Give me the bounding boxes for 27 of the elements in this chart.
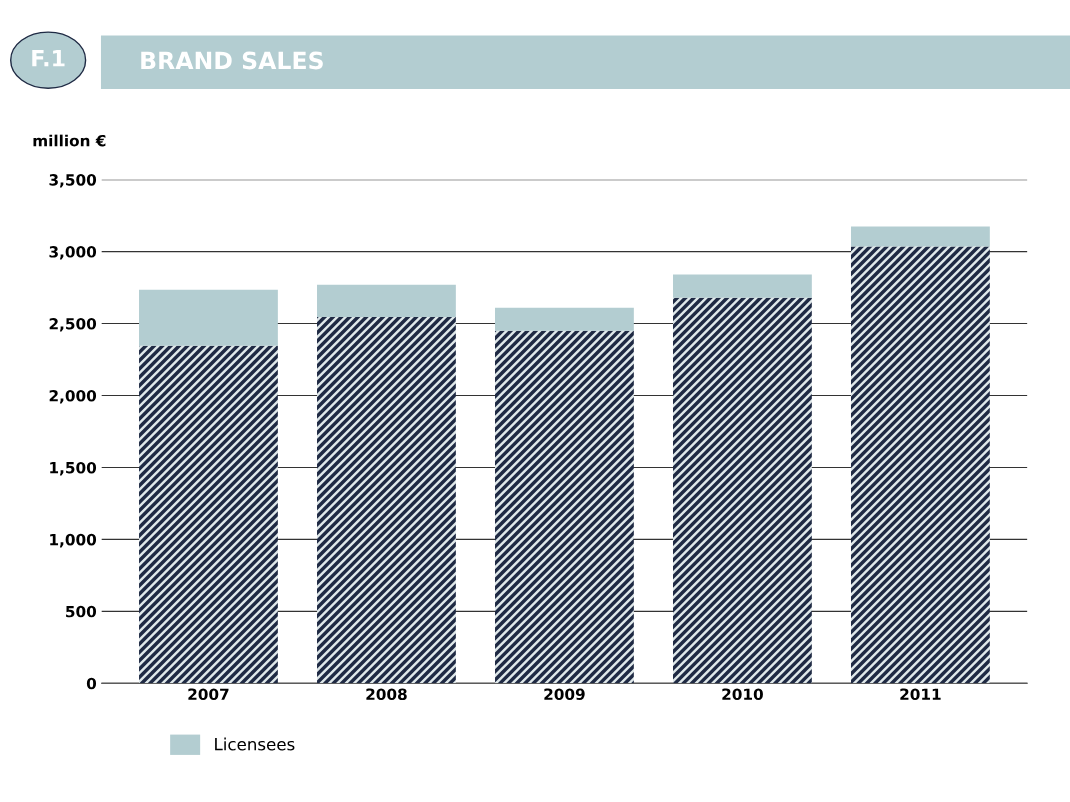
x-tick-label: 2009 xyxy=(544,688,585,700)
y-tick-label: 3,500 xyxy=(49,174,97,188)
y-tick-label: 2,000 xyxy=(49,389,97,404)
x-tick-label: 2008 xyxy=(366,688,407,700)
bar xyxy=(317,317,456,684)
y-tick-label: 0 xyxy=(86,677,97,690)
bar xyxy=(850,246,990,684)
bar xyxy=(673,297,812,684)
bar xyxy=(139,345,278,684)
x-tick-label: 2007 xyxy=(188,688,229,700)
y-tick-label: 2,500 xyxy=(49,318,97,332)
y-tick-label: 1,500 xyxy=(50,461,97,476)
bar xyxy=(673,274,812,298)
x-tick-label: 2011 xyxy=(900,688,941,700)
bar xyxy=(850,226,990,247)
bar xyxy=(139,289,278,346)
y-tick-label: 500 xyxy=(66,605,97,618)
bar xyxy=(495,330,634,684)
y-tick-label: 1,000 xyxy=(50,533,97,548)
bar xyxy=(317,284,456,318)
y-tick-label: 3,000 xyxy=(49,246,97,260)
x-tick-label: 2010 xyxy=(722,688,763,700)
chart-title: BRAND SALES xyxy=(141,51,323,70)
y-axis-title: million € xyxy=(33,134,106,147)
legend-label: Licensees xyxy=(215,737,295,751)
bar xyxy=(495,307,634,331)
text: F.1 xyxy=(32,50,65,67)
